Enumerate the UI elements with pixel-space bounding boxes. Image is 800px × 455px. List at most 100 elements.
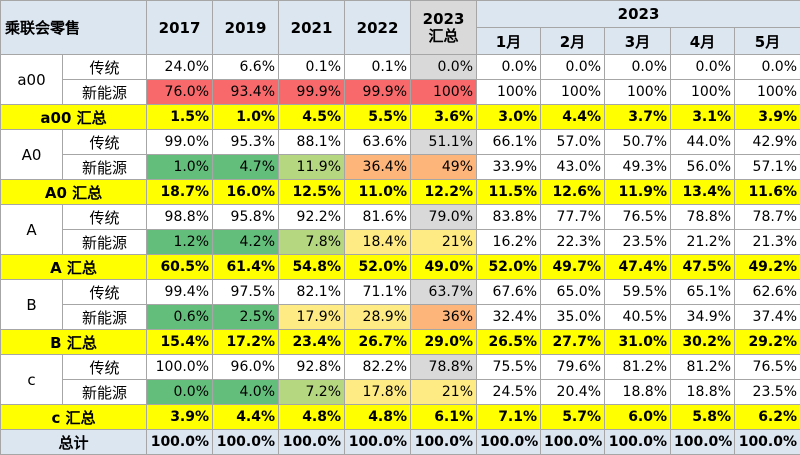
value-cell: 37.4% [735,305,800,330]
value-cell: 81.6% [345,205,411,230]
summary-value: 18.7% [147,180,213,205]
summary-value: 4.4% [541,105,605,130]
summary-value: 13.4% [671,180,735,205]
summary-value: 31.0% [605,330,671,355]
value-cell: 100% [477,80,541,105]
value-cell: 35.0% [541,305,605,330]
value-cell: 24.5% [477,380,541,405]
summary-value: 52.0% [345,255,411,280]
value-cell: 76.5% [605,205,671,230]
value-cell: 81.2% [671,355,735,380]
total-label: 总计 [1,430,147,455]
summary-value: 26.7% [345,330,411,355]
summary-value: 49.2% [735,255,800,280]
summary-value: 6.1% [411,405,477,430]
value-cell: 98.8% [147,205,213,230]
summary-value: 3.9% [735,105,800,130]
value-cell: 22.3% [541,230,605,255]
summary-value: 5.7% [541,405,605,430]
value-cell: 23.5% [605,230,671,255]
value-cell: 99.4% [147,280,213,305]
value-cell: 95.8% [213,205,279,230]
value-cell: 44.0% [671,130,735,155]
value-cell: 40.5% [605,305,671,330]
value-cell: 65.1% [671,280,735,305]
summary-value: 4.8% [345,405,411,430]
value-cell: 28.9% [345,305,411,330]
summary-value: 49.0% [411,255,477,280]
summary-value: 60.5% [147,255,213,280]
value-cell: 0.0% [671,55,735,80]
value-cell: 57.0% [541,130,605,155]
value-cell: 42.9% [735,130,800,155]
type-cell: 新能源 [63,380,147,405]
summary-value: 47.4% [605,255,671,280]
value-cell: 33.9% [477,155,541,180]
value-cell: 57.1% [735,155,800,180]
value-cell: 0.0% [735,55,800,80]
total-value: 100.0% [411,430,477,455]
value-cell: 99.9% [279,80,345,105]
value-cell: 4.0% [213,380,279,405]
value-cell: 100% [735,80,800,105]
value-cell: 18.8% [671,380,735,405]
header-2023-total-year: 2023 [414,11,473,28]
value-cell: 34.9% [671,305,735,330]
value-cell: 0.6% [147,305,213,330]
value-cell: 21% [411,380,477,405]
header-2023-total-label: 汇总 [414,28,473,45]
summary-value: 11.5% [477,180,541,205]
header-year-2021: 2021 [279,1,345,55]
value-cell: 16.2% [477,230,541,255]
summary-label: c 汇总 [1,405,147,430]
summary-value: 1.0% [213,105,279,130]
value-cell: 76.5% [735,355,800,380]
summary-value: 12.2% [411,180,477,205]
type-cell: 传统 [63,130,147,155]
header-month-3: 3月 [605,28,671,55]
value-cell: 100% [671,80,735,105]
type-cell: 传统 [63,280,147,305]
value-cell: 59.5% [605,280,671,305]
category-cell: B [1,280,63,330]
summary-value: 3.0% [477,105,541,130]
summary-value: 12.5% [279,180,345,205]
value-cell: 17.8% [345,380,411,405]
summary-value: 4.4% [213,405,279,430]
summary-value: 3.7% [605,105,671,130]
summary-value: 23.4% [279,330,345,355]
category-cell: A [1,205,63,255]
value-cell: 17.9% [279,305,345,330]
value-cell: 4.2% [213,230,279,255]
value-cell: 75.5% [477,355,541,380]
value-cell: 6.6% [213,55,279,80]
summary-label: A 汇总 [1,255,147,280]
header-year-2019: 2019 [213,1,279,55]
value-cell: 50.7% [605,130,671,155]
total-value: 100.0% [213,430,279,455]
value-cell: 21.2% [671,230,735,255]
value-cell: 24.0% [147,55,213,80]
value-cell: 49% [411,155,477,180]
summary-value: 3.6% [411,105,477,130]
summary-value: 27.7% [541,330,605,355]
summary-value: 3.1% [671,105,735,130]
summary-value: 6.0% [605,405,671,430]
header-2023-group: 2023 [477,1,800,28]
summary-label: A0 汇总 [1,180,147,205]
table-title: 乘联会零售 [1,1,147,55]
value-cell: 100% [605,80,671,105]
value-cell: 20.4% [541,380,605,405]
category-cell: a00 [1,55,63,105]
value-cell: 83.8% [477,205,541,230]
summary-value: 47.5% [671,255,735,280]
